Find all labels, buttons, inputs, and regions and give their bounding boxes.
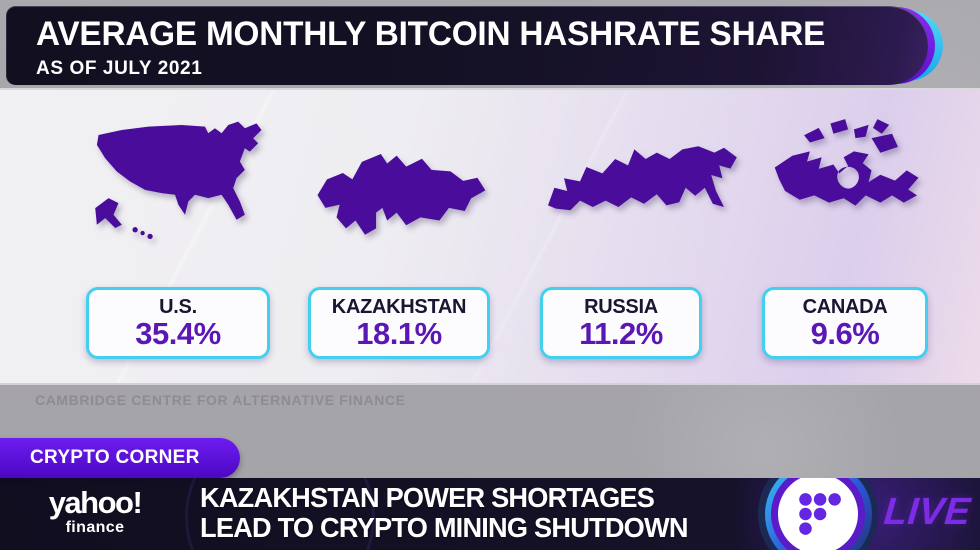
- value-card-kazakhstan: KAZAKHSTAN 18.1%: [308, 287, 490, 359]
- country-label: KAZAKHSTAN: [331, 296, 467, 318]
- share-value: 18.1%: [356, 316, 442, 352]
- us-map-icon: [95, 121, 262, 240]
- live-logo-rings: [758, 478, 878, 550]
- country-label: RUSSIA: [584, 296, 658, 318]
- value-card-canada: CANADA 9.6%: [762, 287, 928, 359]
- russia-map-icon: [548, 146, 737, 211]
- headline-line-2: LEAD TO CRYPTO MINING SHUTDOWN: [200, 512, 689, 544]
- live-logo-purple-ring: [771, 478, 865, 550]
- headline-text: KAZAKHSTAN POWER SHORTAGES LEAD TO CRYPT…: [200, 482, 689, 544]
- header-banner: AVERAGE MONTHLY BITCOIN HASHRATE SHARE A…: [6, 6, 943, 85]
- page-title: AVERAGE MONTHLY BITCOIN HASHRATE SHARE: [36, 15, 826, 53]
- country-label: U.S.: [159, 296, 197, 318]
- value-card-russia: RUSSIA 11.2%: [540, 287, 702, 359]
- data-source-credit: CAMBRIDGE CENTRE FOR ALTERNATIVE FINANCE: [35, 392, 406, 408]
- live-badge: LIVE: [882, 491, 973, 533]
- segment-banner-label: CRYPTO CORNER: [30, 447, 200, 468]
- lower-third-bar: yahoo! finance KAZAKHSTAN POWER SHORTAGE…: [0, 478, 980, 550]
- value-card-us: U.S. 35.4%: [86, 287, 270, 359]
- share-value: 11.2%: [579, 316, 663, 352]
- country-label: CANADA: [802, 296, 888, 318]
- headline-line-1: KAZAKHSTAN POWER SHORTAGES: [200, 482, 655, 513]
- live-logo-blue-ring: [764, 478, 872, 550]
- canada-map-icon: [774, 119, 919, 206]
- finance-wordmark: finance: [65, 519, 125, 536]
- bar-circle-decoration: [185, 478, 375, 550]
- page-subtitle: AS OF JULY 2021: [36, 58, 203, 79]
- yahoo-wordmark: yahoo!: [48, 485, 143, 520]
- kazakhstan-map-icon: [317, 154, 486, 235]
- share-value: 35.4%: [135, 316, 221, 352]
- yahoo-finance-logo: yahoo! finance: [28, 487, 162, 537]
- dot-f-glyph: [799, 493, 841, 535]
- segment-banner: CRYPTO CORNER: [0, 438, 240, 478]
- yahoo-finance-live-icon: [778, 478, 858, 550]
- share-value: 9.6%: [810, 316, 880, 352]
